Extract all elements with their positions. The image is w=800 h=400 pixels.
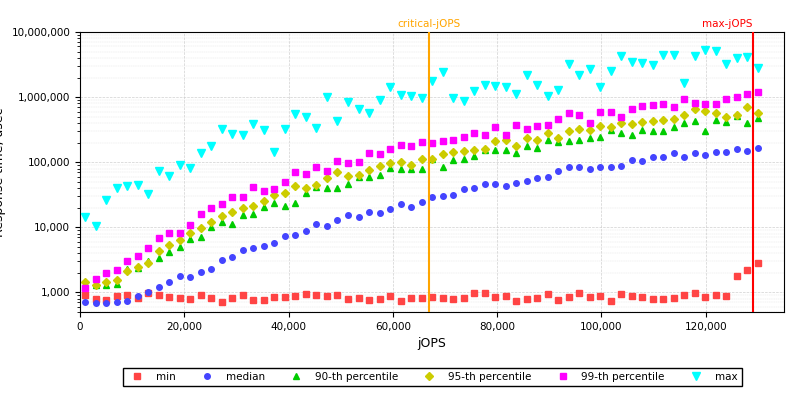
max [91,224,101,228]
90-th percentile [280,204,290,209]
median [249,246,258,250]
X-axis label: jOPS: jOPS [418,337,446,350]
99-th percentile [238,194,248,199]
99-th percentile [753,90,762,94]
median [81,300,90,304]
99-th percentile [81,286,90,291]
Legend: min, median, 90-th percentile, 95-th percentile, 99-th percentile, max: min, median, 90-th percentile, 95-th per… [122,368,742,386]
95-th percentile [722,114,731,119]
median [374,211,384,216]
95-th percentile [290,184,300,189]
95-th percentile [742,105,752,110]
median [438,194,447,198]
90-th percentile [427,157,437,162]
max [374,98,384,102]
90-th percentile [238,213,248,218]
min [217,299,226,304]
min [669,296,678,300]
Y-axis label: Response time, usec: Response time, usec [0,107,6,237]
min [249,298,258,303]
90-th percentile [732,114,742,118]
Line: median: median [82,146,761,306]
95-th percentile [753,110,762,115]
median [753,146,762,151]
min [374,297,384,302]
min [81,293,90,298]
median [732,147,742,152]
max [753,66,762,70]
95-th percentile [81,280,90,285]
max [669,52,678,57]
Text: max-jOPS: max-jOPS [702,19,753,29]
min [753,261,762,266]
Line: 90-th percentile: 90-th percentile [82,113,762,290]
min [290,293,300,298]
95-th percentile [438,152,447,156]
median [290,232,300,237]
max [438,70,447,75]
90-th percentile [81,284,90,289]
90-th percentile [753,116,762,120]
max [290,112,300,117]
median [669,151,678,156]
95-th percentile [249,204,258,209]
99-th percentile [658,102,668,107]
Line: 95-th percentile: 95-th percentile [82,105,761,288]
99-th percentile [280,180,290,184]
99-th percentile [732,94,742,99]
99-th percentile [364,151,374,156]
max [732,55,742,60]
95-th percentile [91,283,101,288]
90-th percentile [658,128,668,133]
95-th percentile [374,164,384,169]
Line: 99-th percentile: 99-th percentile [82,89,761,291]
90-th percentile [722,120,731,125]
Text: critical-jOPS: critical-jOPS [398,19,461,29]
median [102,301,111,306]
95-th percentile [669,117,678,122]
Line: min: min [82,260,761,304]
min [732,273,742,278]
99-th percentile [427,141,437,146]
min [438,295,447,300]
max [701,48,710,52]
Line: max: max [81,46,762,230]
max [81,214,90,219]
max [249,122,258,127]
90-th percentile [364,175,374,180]
